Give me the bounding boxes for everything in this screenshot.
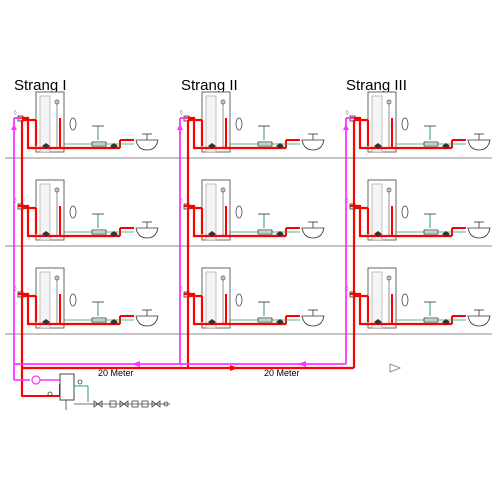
- floor-lines: [5, 157, 492, 335]
- strang-2-label: Strang II: [181, 77, 238, 94]
- strang-1-label: Strang I: [14, 77, 67, 94]
- inlet-valve-chain: [93, 400, 169, 408]
- circulation-pump-icon: [31, 375, 41, 385]
- heater-connection: [14, 368, 170, 410]
- strang-3-label: Strang III: [346, 77, 407, 94]
- horizontal-mains: [14, 363, 354, 370]
- circulation-arrows: [11, 124, 349, 130]
- main-arrows: [132, 361, 402, 373]
- distance-label-2: 20 Meter: [264, 368, 300, 378]
- floor-1-fixtures: [12, 266, 492, 330]
- water-heater-icon: [59, 373, 75, 401]
- circulation-risers: [13, 117, 354, 380]
- distance-label-1: 20 Meter: [98, 368, 134, 378]
- floor-2-fixtures: [12, 178, 492, 242]
- hot-water-risers: [20, 118, 370, 396]
- floor-3-fixtures: [12, 90, 492, 154]
